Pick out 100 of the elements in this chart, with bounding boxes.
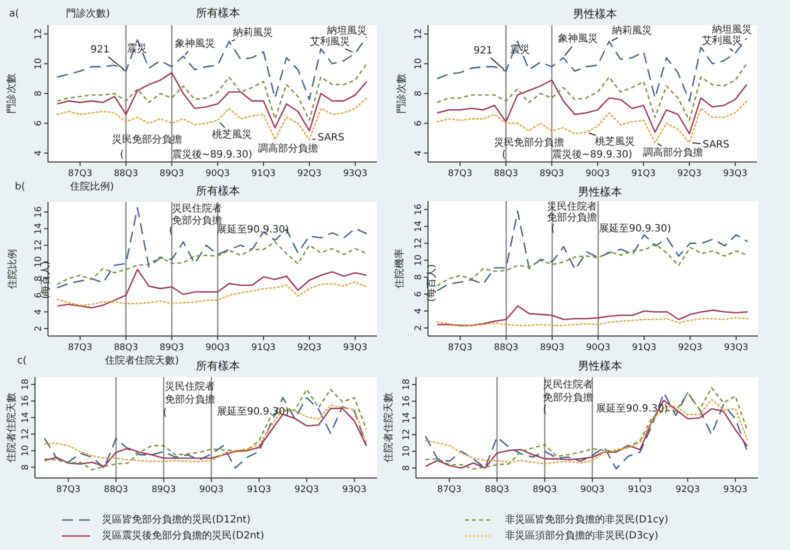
y-tick-label: 10 xyxy=(34,58,44,70)
y-tick-label: 14 xyxy=(414,220,424,232)
annotation: 桃芝風災 xyxy=(595,136,635,148)
annotation: 災民住院者 xyxy=(547,200,597,212)
x-tick-label: 87Q3 xyxy=(448,169,472,179)
annotation: 免部分負擔 xyxy=(543,392,593,404)
text: 門診次數) xyxy=(66,8,110,20)
chart-title: 男性樣本 xyxy=(573,8,617,20)
x-tick-label: 87Q3 xyxy=(68,343,92,353)
x-tick-label: 93Q3 xyxy=(342,485,366,495)
legend-label: 非災區須部分負擔的非災民(D3cy) xyxy=(505,530,658,542)
legend-label: 非災區皆免部分負擔的非災民(D1cy) xyxy=(505,514,668,526)
y-tick-label: 6 xyxy=(414,120,424,126)
annotation: 桃芝風災 xyxy=(212,128,252,140)
x-tick-label: 92Q3 xyxy=(678,343,702,353)
x-tick-label: 88Q3 xyxy=(484,485,510,495)
annotation: 納莉風災 xyxy=(233,26,273,38)
annotation: 展延至90.9.30) xyxy=(216,224,290,236)
annotation: 象神風災 xyxy=(175,38,215,50)
x-tick-label: 90Q3 xyxy=(206,169,230,179)
annotation: 展延至90.9.30) xyxy=(598,222,672,234)
x-tick-label: 93Q3 xyxy=(343,169,368,179)
x-tick-label: 91Q3 xyxy=(251,169,276,179)
annotation: 艾利風災 xyxy=(310,36,350,48)
text: 住院者住院天數) xyxy=(105,354,180,366)
annotation: ( xyxy=(120,150,124,160)
annotation: 災民住院者 xyxy=(172,202,222,214)
x-tick-label: 89Q3 xyxy=(540,169,564,179)
text: 住院比例) xyxy=(70,180,114,192)
text: b( xyxy=(14,182,26,192)
y-tick-label: 12 xyxy=(34,240,44,252)
annotation: 921 xyxy=(90,44,110,56)
annotation: ( xyxy=(169,226,174,236)
y-tick-label: 8 xyxy=(34,90,44,96)
x-tick-label: 93Q3 xyxy=(343,343,368,353)
x-tick-label: 90Q3 xyxy=(586,169,610,179)
y-tick-label: 8 xyxy=(402,464,412,471)
x-tick-label: 90Q3 xyxy=(199,485,224,495)
y-tick-label: 10 xyxy=(21,444,31,456)
x-tick-label: 91Q3 xyxy=(631,169,656,179)
annotation: 艾利風災 xyxy=(702,34,742,46)
chart-title: 所有樣本 xyxy=(196,360,240,372)
y-tick-label: 8 xyxy=(414,90,424,96)
x-tick-label: 92Q3 xyxy=(677,169,702,179)
chart-title: 所有樣本 xyxy=(196,6,240,20)
y-axis-title: 住院機率 xyxy=(394,248,406,288)
y-axis-title: 住院者住院天數 xyxy=(382,392,394,462)
y-tick-label: 8 xyxy=(21,464,31,470)
text: c( xyxy=(17,356,27,366)
annotation: 921 xyxy=(473,46,493,56)
x-tick-label: 91Q3 xyxy=(251,343,276,353)
chart-title: 男性樣本 xyxy=(578,186,622,198)
y-tick-label: 18 xyxy=(21,378,31,390)
y-tick-label: 10 xyxy=(414,254,424,266)
annotation: 災民免部分負擔 xyxy=(112,134,182,146)
y-tick-label: 10 xyxy=(414,58,424,70)
y-tick-label: 8 xyxy=(414,274,424,280)
y-tick-label: 16 xyxy=(21,395,31,407)
y-axis-title: 門診次數 xyxy=(396,74,408,114)
x-tick-label: 92Q3 xyxy=(297,169,322,179)
x-tick-label: 89Q3 xyxy=(160,169,184,179)
y-axis-title: 住院比例 xyxy=(6,249,18,289)
y-tick-label: 12 xyxy=(414,28,424,40)
x-tick-label: 91Q3 xyxy=(246,485,272,495)
annotation: 震災 xyxy=(127,42,147,54)
y-tick-label: 14 xyxy=(21,412,31,424)
x-tick-label: 92Q3 xyxy=(294,485,319,495)
x-tick-label: 88Q3 xyxy=(104,485,128,495)
x-tick-label: 88Q3 xyxy=(114,169,138,179)
x-tick-label: 92Q3 xyxy=(297,343,322,353)
annotation: SARS xyxy=(702,140,730,150)
y-tick-label: 10 xyxy=(402,445,412,458)
y-tick-label: 18 xyxy=(402,378,412,390)
y-tick-label: 4 xyxy=(414,308,424,314)
x-tick-label: 93Q3 xyxy=(724,343,748,353)
x-tick-label: 87Q3 xyxy=(448,343,472,353)
x-tick-label: 93Q3 xyxy=(723,169,748,179)
y-tick-label: 12 xyxy=(402,428,412,440)
annotation: ( xyxy=(163,408,168,418)
annotation: 免部分負擔 xyxy=(165,394,215,406)
annotation: 象神風災 xyxy=(558,32,598,44)
y-tick-label: 6 xyxy=(414,290,424,297)
annotation: 調高部分負擔 xyxy=(258,142,318,154)
text: a( xyxy=(8,8,20,20)
annotation: ( xyxy=(543,404,548,416)
y-tick-label: 12 xyxy=(34,28,44,40)
annotation: ( xyxy=(502,150,506,160)
x-tick-label: 93Q3 xyxy=(723,485,748,495)
y-tick-label: 4 xyxy=(34,150,44,156)
annotation: 調高部分負擔 xyxy=(643,146,703,158)
x-tick-label: 87Q3 xyxy=(56,485,80,495)
y-tick-label: 16 xyxy=(34,206,44,218)
annotation: 免部分負擔 xyxy=(547,212,597,224)
chart-title: 所有樣本 xyxy=(196,184,240,198)
annotation: 災民住院者 xyxy=(543,378,593,390)
annotation: 納坦風災 xyxy=(327,24,367,36)
y-tick-label: 16 xyxy=(414,203,424,216)
y-tick-label: 2 xyxy=(414,325,424,331)
x-tick-label: 90Q3 xyxy=(206,343,230,353)
y-tick-label: 14 xyxy=(34,222,44,234)
